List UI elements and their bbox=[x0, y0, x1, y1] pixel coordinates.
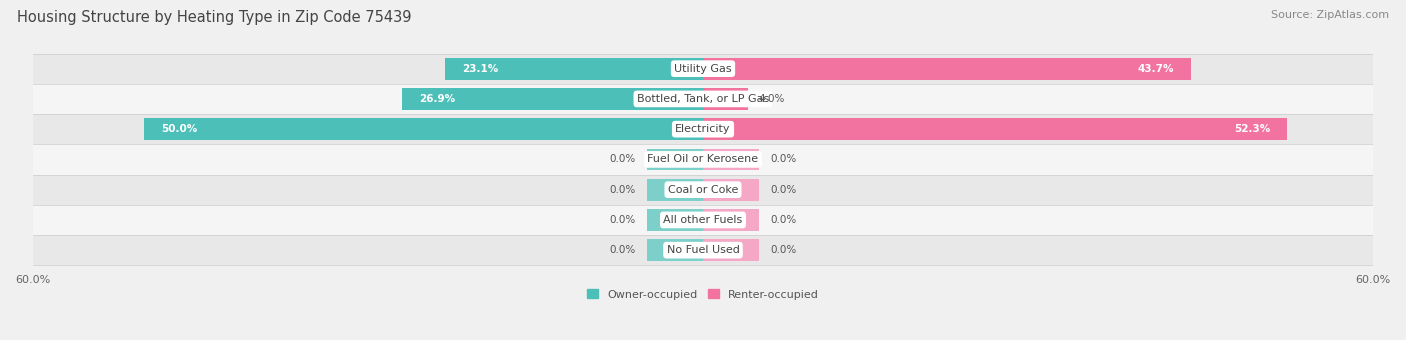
Text: Electricity: Electricity bbox=[675, 124, 731, 134]
Text: Bottled, Tank, or LP Gas: Bottled, Tank, or LP Gas bbox=[637, 94, 769, 104]
Text: 26.9%: 26.9% bbox=[419, 94, 456, 104]
Text: 4.0%: 4.0% bbox=[759, 94, 785, 104]
Bar bbox=[402, 88, 703, 110]
Text: 23.1%: 23.1% bbox=[461, 64, 498, 74]
Bar bbox=[703, 179, 759, 201]
Text: 0.0%: 0.0% bbox=[610, 154, 636, 165]
Legend: Owner-occupied, Renter-occupied: Owner-occupied, Renter-occupied bbox=[582, 285, 824, 304]
Text: Fuel Oil or Kerosene: Fuel Oil or Kerosene bbox=[647, 154, 759, 165]
Text: All other Fuels: All other Fuels bbox=[664, 215, 742, 225]
Bar bbox=[703, 58, 1191, 80]
Bar bbox=[32, 235, 1374, 265]
Bar bbox=[32, 205, 1374, 235]
Bar bbox=[647, 209, 703, 231]
Text: Source: ZipAtlas.com: Source: ZipAtlas.com bbox=[1271, 10, 1389, 20]
Text: 0.0%: 0.0% bbox=[610, 215, 636, 225]
Bar bbox=[703, 239, 759, 261]
Text: 0.0%: 0.0% bbox=[770, 215, 796, 225]
Text: 0.0%: 0.0% bbox=[610, 245, 636, 255]
Text: 0.0%: 0.0% bbox=[770, 154, 796, 165]
Text: Housing Structure by Heating Type in Zip Code 75439: Housing Structure by Heating Type in Zip… bbox=[17, 10, 412, 25]
Bar bbox=[145, 118, 703, 140]
Bar bbox=[647, 149, 703, 170]
Bar bbox=[703, 118, 1288, 140]
Bar bbox=[703, 149, 759, 170]
Text: 0.0%: 0.0% bbox=[770, 245, 796, 255]
Text: Utility Gas: Utility Gas bbox=[675, 64, 731, 74]
Text: Coal or Coke: Coal or Coke bbox=[668, 185, 738, 195]
Text: 52.3%: 52.3% bbox=[1234, 124, 1271, 134]
Bar bbox=[32, 53, 1374, 84]
Bar bbox=[32, 114, 1374, 144]
Text: 0.0%: 0.0% bbox=[770, 185, 796, 195]
Bar bbox=[647, 239, 703, 261]
Text: 43.7%: 43.7% bbox=[1137, 64, 1174, 74]
Text: No Fuel Used: No Fuel Used bbox=[666, 245, 740, 255]
Text: 50.0%: 50.0% bbox=[162, 124, 197, 134]
Bar bbox=[647, 179, 703, 201]
Bar bbox=[444, 58, 703, 80]
Bar bbox=[32, 174, 1374, 205]
Bar bbox=[703, 209, 759, 231]
Bar bbox=[32, 144, 1374, 174]
Bar bbox=[32, 84, 1374, 114]
Text: 0.0%: 0.0% bbox=[610, 185, 636, 195]
Bar bbox=[703, 88, 748, 110]
